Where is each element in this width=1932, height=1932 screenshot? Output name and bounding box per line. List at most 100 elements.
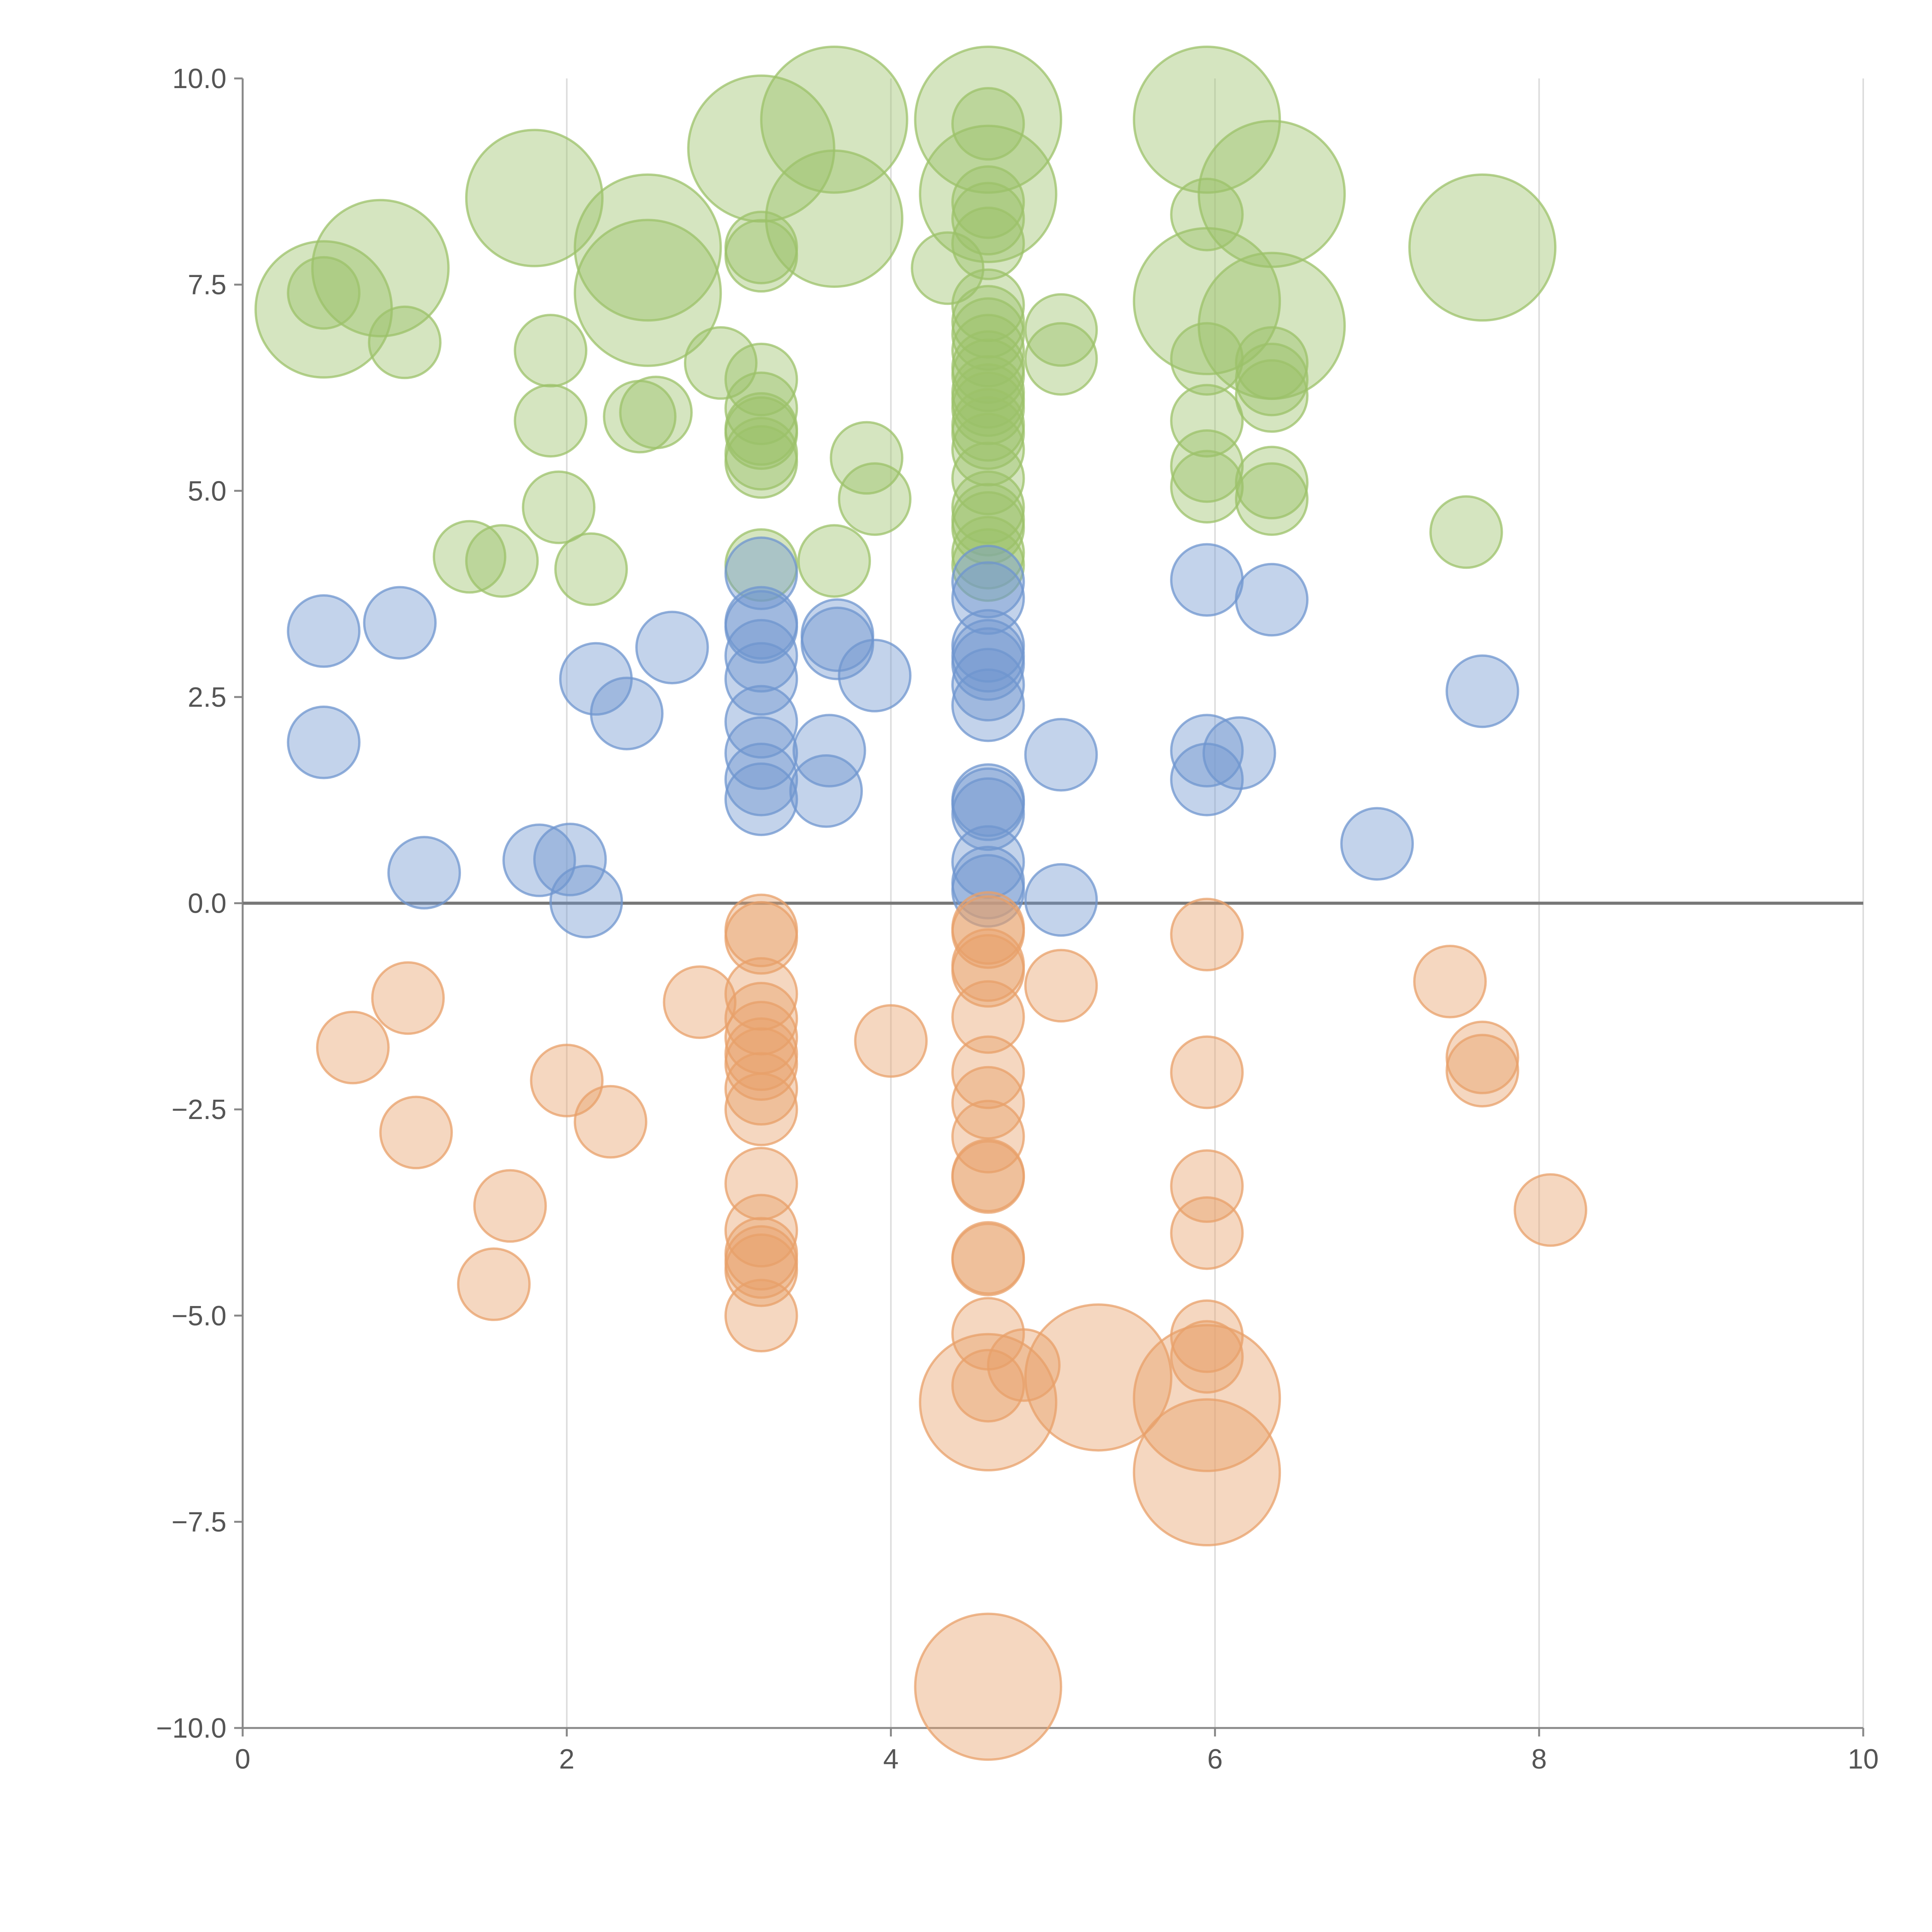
bubble-low [1170, 1149, 1244, 1223]
bubble-high [432, 520, 507, 594]
y-tick-label: 0.0 [188, 888, 226, 919]
bubble-high [1408, 173, 1557, 322]
bubble-mid [1202, 716, 1276, 790]
bubble-low [724, 1072, 798, 1146]
bubble-mid [724, 762, 798, 836]
bubble-low [1446, 1034, 1519, 1108]
bubble-high [951, 413, 1025, 486]
bubble-mid [287, 706, 361, 779]
bubble-high [724, 425, 798, 499]
bubble-mid [951, 767, 1025, 841]
bubble-mid [533, 823, 607, 896]
bubble-high [1170, 177, 1244, 252]
bubble-low [473, 1169, 547, 1243]
x-tick-label: 10 [1848, 1744, 1879, 1775]
bubble-low [951, 1100, 1025, 1173]
bubble-high [765, 149, 903, 288]
bubble-low [1170, 898, 1244, 971]
bubble-low [724, 1146, 798, 1221]
bubble-high [522, 470, 596, 544]
bubble-mid [951, 668, 1025, 742]
bubble-high [1024, 293, 1098, 367]
bubble-mid [590, 677, 664, 750]
bubble-low [1133, 1398, 1281, 1547]
bubble-mid [387, 836, 461, 910]
bubble-high [951, 268, 1025, 342]
bubble-low [1170, 1320, 1244, 1394]
bubble-high [951, 165, 1025, 239]
bubbles [254, 45, 1587, 1761]
bubble-low [951, 1066, 1025, 1140]
bubble-mid [951, 544, 1025, 619]
bubble-low [854, 1004, 928, 1078]
bubble-low [724, 1194, 798, 1268]
bubble-high [797, 524, 871, 598]
bubble-high [951, 396, 1025, 470]
bubble-high [911, 231, 985, 305]
bubble-high [619, 376, 693, 449]
bubble-mid [800, 598, 874, 672]
y-tick-label: 5.0 [188, 476, 226, 507]
bubble-mid [724, 619, 798, 693]
bubble-mid [1170, 714, 1244, 787]
x-tick-label: 2 [559, 1744, 575, 1775]
bubble-high [724, 396, 798, 470]
bubble-high [760, 45, 908, 194]
axes: 0 2 4 6 8 10 −10.0 −7.5 −5.0 −2.5 0.0 2.5 5.0 7.5 10.0 [156, 63, 1879, 1775]
bubble-mid [951, 825, 1025, 899]
bubble-high [1235, 446, 1309, 520]
y-tick-label: 10.0 [172, 63, 226, 94]
y-tick-label: −2.5 [172, 1094, 226, 1125]
bubble-mid [724, 590, 798, 664]
bubble-mid [951, 648, 1025, 722]
bubble-high [287, 256, 361, 330]
bubble-mid [951, 854, 1025, 928]
bubble-low [663, 965, 736, 1039]
bubble-high [1235, 326, 1309, 400]
bubble-mid [724, 743, 798, 816]
bubble-high [465, 129, 604, 267]
bubble-high [838, 462, 912, 536]
x-tick-label: 4 [883, 1744, 899, 1775]
bubble-low [951, 1035, 1025, 1109]
bubble-low [573, 1085, 648, 1159]
bubble-low [951, 895, 1025, 969]
bubble-high [951, 528, 1025, 602]
bubble-mid [1024, 863, 1098, 937]
bubble-low [951, 1349, 1025, 1423]
bubble-low [379, 1095, 453, 1170]
bubble-low [457, 1247, 531, 1321]
bubble-low [1514, 1173, 1587, 1247]
bubble-high [1170, 322, 1244, 396]
bubble-high [951, 491, 1025, 565]
bubble-high [1133, 45, 1281, 194]
x-tick-label: 8 [1531, 1744, 1547, 1775]
bubble-low [1170, 1196, 1244, 1270]
bubble-mid [549, 864, 623, 939]
bubble-mid [502, 823, 576, 897]
bubble-high [914, 45, 1062, 194]
bubble-high [573, 173, 722, 322]
y-tick-label: 2.5 [188, 682, 226, 713]
bubble-high [573, 219, 722, 367]
bubble-high [514, 384, 588, 458]
bubble-low [1024, 949, 1098, 1023]
bubble-low [914, 1612, 1062, 1761]
y-tick-label: −7.5 [172, 1507, 226, 1537]
bubble-high [1170, 384, 1244, 458]
bubble-mid [1446, 654, 1519, 728]
x-tick-label: 0 [235, 1744, 250, 1775]
bubble-low [724, 957, 798, 1031]
bubble-high [1170, 429, 1244, 503]
bubble-mid [789, 754, 863, 828]
bubble-mid [1024, 718, 1098, 792]
bubble-high [1170, 450, 1244, 524]
y-tick-label: −10.0 [156, 1713, 226, 1744]
bubble-low [1170, 1035, 1244, 1109]
bubble-mid [1340, 807, 1414, 881]
bubble-mid [724, 685, 798, 759]
bubble-low [316, 1010, 390, 1085]
bubble-mid [724, 716, 798, 790]
bubble-low [951, 980, 1025, 1054]
